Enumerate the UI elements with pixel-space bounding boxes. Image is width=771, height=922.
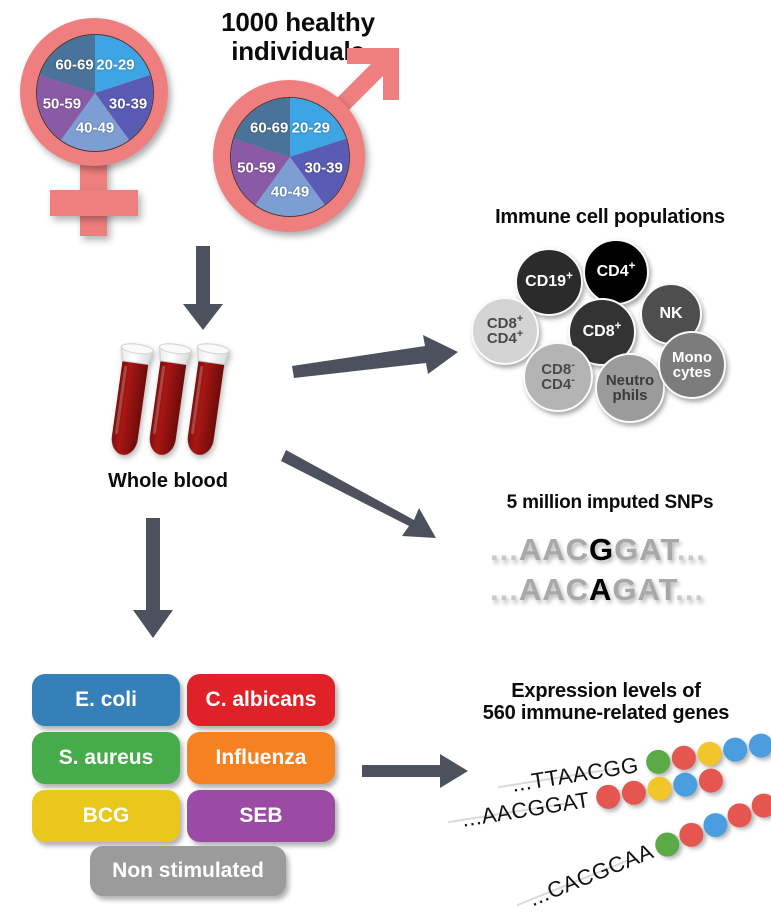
pie-slice-30-39	[95, 75, 153, 140]
expression-title-line1: Expression levels of	[511, 680, 701, 702]
immune-cell-cd8-cd4[interactable]: CD8- CD4-	[523, 342, 593, 412]
snps-title: 5 million imputed SNPs	[506, 492, 714, 513]
pie-label-60-69: 60-69	[55, 56, 94, 74]
expression-bead	[747, 731, 771, 760]
age-pie-svg	[37, 35, 153, 151]
pie-label-60-69: 60-69	[250, 119, 289, 137]
stimulus-label: Non stimulated	[112, 859, 264, 882]
pie-label-50-59: 50-59	[237, 159, 276, 177]
immune-cell-label: NK	[659, 304, 683, 322]
immune-cell-label: CD19+	[525, 270, 573, 290]
snp-sequences: ...AACGGAT... ...AACAGAT...	[480, 528, 750, 618]
arrow-stimuli-to-expression	[362, 754, 468, 788]
expression-bead	[671, 770, 699, 799]
expression-bead	[721, 735, 749, 764]
cohort-title-line2: individuals	[231, 36, 365, 67]
pie-slice-40-49	[60, 93, 130, 151]
immune-cell-cd8-cd4[interactable]: CD8+ CD4+	[471, 297, 539, 365]
immune-cell-label: Neutro phils	[605, 371, 655, 404]
expression-bead	[644, 748, 672, 776]
immune-cell-label: CD8+ CD4+	[486, 312, 524, 347]
arrow-blood-to-immune	[292, 335, 458, 378]
pie-label-40-49: 40-49	[270, 183, 310, 201]
expression-bead	[697, 766, 725, 795]
immune-cell-neutrophils[interactable]: Neutro phils	[595, 353, 665, 423]
snp-row-1-prefix: ...	[490, 532, 519, 567]
blood-tube	[104, 336, 160, 460]
expression-bead	[670, 744, 698, 772]
arrow-down-cohort-to-blood	[183, 246, 223, 330]
pie-label-20-29: 20-29	[291, 119, 330, 137]
whole-blood-label: Whole blood	[108, 470, 228, 492]
pie-slice-40-49	[255, 157, 325, 216]
pie-label-50-59: 50-59	[42, 95, 82, 113]
arrow-down-blood-to-stimuli	[133, 518, 173, 638]
age-pie-svg	[231, 98, 349, 216]
female-symbol-crossbar	[50, 190, 138, 216]
expression-strands: ...TTAACGG ...AACGGAT ...CACGCAA	[440, 731, 771, 915]
snp-row-1: ...AACGGAT...	[490, 532, 706, 568]
pie-slice-30-39	[290, 138, 349, 205]
stimulus-c-albicans[interactable]: C. albicans	[187, 674, 335, 726]
pie-slice-20-29	[290, 98, 347, 157]
stimulus-influenza[interactable]: Influenza	[187, 732, 335, 784]
snp-row-2-prefix: ...	[490, 572, 519, 607]
stimulus-e-coli[interactable]: E. coli	[32, 674, 180, 726]
stimulus-non-stimulated[interactable]: Non stimulated	[90, 846, 286, 896]
blood-tube	[142, 336, 198, 460]
stimulus-label: BCG	[82, 804, 130, 827]
stimulus-label: E. coli	[75, 688, 137, 711]
stimulus-label: SEB	[239, 804, 283, 827]
immune-cell-label: Mono cytes	[672, 348, 712, 381]
female-gender-symbol: 20-29 30-39 40-49 50-59 60-69	[10, 10, 190, 240]
expression-bead	[695, 739, 724, 768]
immune-cell-monocytes[interactable]: Mono cytes	[658, 331, 726, 399]
expression-title-line2: 560 immune-related genes	[482, 702, 730, 725]
snp-row-1-suffix: ...	[676, 532, 706, 567]
pie-label-30-39: 30-39	[304, 159, 343, 177]
stimulus-label: C. albicans	[205, 688, 317, 711]
pie-label-40-49: 40-49	[75, 119, 115, 137]
snp-row-2-suffix: ...	[675, 572, 704, 607]
pie-label-30-39: 30-39	[108, 95, 148, 113]
blood-tube	[180, 336, 236, 460]
snp-row-1-post: GAT	[614, 532, 677, 567]
snp-row-2-pre: AAC	[518, 572, 590, 607]
stimulus-label: Influenza	[215, 746, 307, 769]
male-gender-symbol: 20-29 30-39 40-49 50-59 60-69	[205, 40, 410, 240]
expression-bead	[645, 774, 674, 803]
immune-cell-label: CD8- CD4-	[541, 358, 575, 393]
pie-slice-60-69	[39, 35, 95, 93]
immune-cell-cd4[interactable]: CD4+	[583, 239, 649, 305]
expression-bead	[594, 783, 622, 811]
immune-cell-label: CD8+	[582, 320, 622, 340]
expression-title: Expression levels of 560 immune-related …	[450, 680, 762, 725]
pie-slice-50-59	[37, 75, 95, 140]
snp-row-1-variant: G	[589, 532, 615, 567]
stimulus-seb[interactable]: SEB	[187, 790, 335, 842]
pie-slice-60-69	[233, 98, 290, 157]
pie-slice-50-59	[231, 138, 290, 205]
strand-sequence: ...CACGCAA	[525, 838, 658, 912]
snp-row-1-pre: AAC	[518, 532, 590, 567]
cohort-title: 1000 healthy individuals	[178, 7, 418, 67]
stimulus-label: S. aureus	[58, 746, 154, 769]
whole-blood-group	[100, 338, 240, 463]
snp-row-2-variant: A	[589, 572, 613, 607]
pie-slice-20-29	[95, 35, 151, 93]
snp-row-2: ...AACAGAT...	[490, 572, 704, 608]
immune-cell-cluster: CD19+ CD4+ NK CD8+ CD8+ CD4+ CD8- CD4- Neutro phi…	[455, 235, 755, 425]
immune-cell-label: CD4+	[596, 260, 636, 280]
cohort-title-line1: 1000 healthy	[221, 7, 375, 37]
stimuli-panel: E. coli C. albicans S. aureus Influenza BCG S…	[32, 674, 352, 896]
snp-row-2-post: GAT	[612, 572, 676, 607]
male-age-pie: 20-29 30-39 40-49 50-59 60-69	[230, 97, 350, 217]
pie-label-20-29: 20-29	[96, 56, 135, 74]
immune-title: Immune cell populations	[495, 206, 725, 228]
arrow-blood-to-snps	[281, 450, 436, 538]
stimulus-bcg[interactable]: BCG	[32, 790, 180, 842]
stimulus-s-aureus[interactable]: S. aureus	[32, 732, 180, 784]
expression-bead	[620, 779, 648, 807]
female-age-pie: 20-29 30-39 40-49 50-59 60-69	[36, 34, 154, 152]
